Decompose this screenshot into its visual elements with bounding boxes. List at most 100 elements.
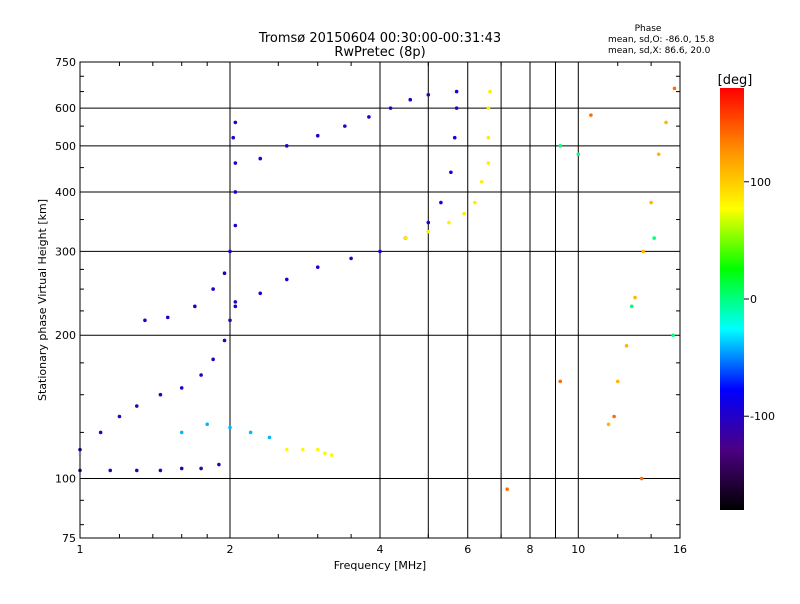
data-point (228, 318, 232, 323)
x-tick-label: 16 (673, 543, 687, 556)
colorbar-tick-label: 0 (750, 293, 757, 306)
y-tick-label: 750 (55, 56, 76, 69)
data-point (473, 200, 477, 205)
data-point (615, 379, 620, 384)
plot-frame (79, 61, 681, 539)
data-point (349, 256, 353, 261)
data-point (449, 170, 453, 175)
data-point (158, 392, 163, 397)
data-point (143, 318, 147, 323)
data-point (439, 200, 443, 205)
data-point (205, 422, 209, 427)
data-point (454, 106, 459, 110)
data-point (284, 447, 289, 452)
data-point (233, 161, 238, 165)
y-tick-label: 500 (55, 140, 76, 153)
y-tick-label: 400 (55, 186, 76, 199)
plot-axes (79, 61, 681, 539)
data-point (624, 344, 629, 348)
data-point (231, 135, 236, 140)
data-point (233, 304, 238, 309)
y-tick-label: 300 (55, 245, 76, 258)
colorbar-tick-label: 100 (750, 176, 771, 189)
data-point (486, 106, 491, 110)
data-points (78, 86, 677, 491)
data-point (558, 379, 563, 384)
data-point (329, 453, 334, 457)
x-tick-label: 2 (227, 543, 234, 556)
data-point (486, 135, 491, 140)
data-point (211, 287, 215, 291)
data-point (248, 430, 253, 435)
data-point (222, 338, 227, 343)
data-point (233, 223, 238, 228)
data-point (117, 414, 122, 419)
data-point (228, 425, 232, 430)
data-point (378, 249, 382, 254)
data-point (193, 304, 197, 309)
y-tick-label: 75 (62, 532, 76, 545)
data-point (233, 300, 238, 304)
data-point (134, 468, 139, 473)
data-point (649, 200, 653, 205)
colorbar-tick-label: -100 (750, 410, 775, 423)
data-point (656, 152, 661, 157)
phase-legend-o-stats: mean, sd,O: -86.0, 15.8 (608, 35, 715, 45)
data-point (179, 466, 184, 471)
data-point (367, 115, 371, 119)
x-axis-ticks: 1 2 4 6 8 10 16 (77, 543, 688, 556)
data-point (479, 180, 484, 184)
data-point (462, 211, 466, 216)
phase-legend-title: Phase (635, 24, 662, 34)
data-point (284, 277, 289, 282)
data-point (98, 430, 103, 435)
x-tick-label: 4 (377, 543, 384, 556)
data-point (233, 190, 238, 194)
y-tick-label: 200 (55, 329, 76, 342)
grid-lines (80, 62, 680, 538)
colorbar-label: [deg] (718, 73, 753, 88)
data-point (558, 144, 563, 148)
data-point (576, 152, 581, 157)
data-point (447, 220, 451, 225)
x-tick-label: 10 (571, 543, 585, 556)
data-point (403, 236, 408, 240)
data-point (606, 422, 611, 427)
data-point (222, 271, 227, 276)
x-axis-label: Frequency [MHz] (334, 559, 426, 572)
data-point (134, 404, 139, 408)
data-point (199, 373, 203, 377)
data-point (284, 144, 289, 148)
data-point (486, 161, 491, 165)
y-tick-label: 600 (55, 102, 76, 115)
data-point (633, 295, 637, 300)
data-point (199, 466, 203, 471)
phase-legend-x-stats: mean, sd,X: 86.6, 20.0 (608, 46, 711, 56)
data-point (323, 451, 327, 456)
data-point (343, 124, 347, 128)
x-tick-label: 8 (527, 543, 534, 556)
data-point (589, 113, 593, 117)
data-point (228, 249, 232, 254)
y-tick-label: 100 (55, 473, 76, 486)
data-point (217, 462, 221, 467)
data-point (505, 487, 509, 491)
data-point (315, 133, 320, 138)
data-point (258, 291, 263, 296)
y-axis-label: Stationary phase Virtual Height [km] (36, 199, 49, 401)
phase-colorbar (720, 88, 744, 510)
data-point (179, 386, 184, 390)
x-tick-label: 6 (464, 543, 471, 556)
data-point (408, 97, 413, 102)
y-axis-ticks: 750 600 500 400 300 200 100 75 (55, 56, 76, 545)
data-point (639, 476, 644, 481)
data-point (454, 89, 459, 94)
data-point (641, 249, 646, 254)
data-point (672, 86, 677, 91)
data-point (426, 92, 431, 97)
data-point (165, 315, 170, 320)
data-point (664, 120, 668, 125)
data-point (258, 156, 263, 161)
